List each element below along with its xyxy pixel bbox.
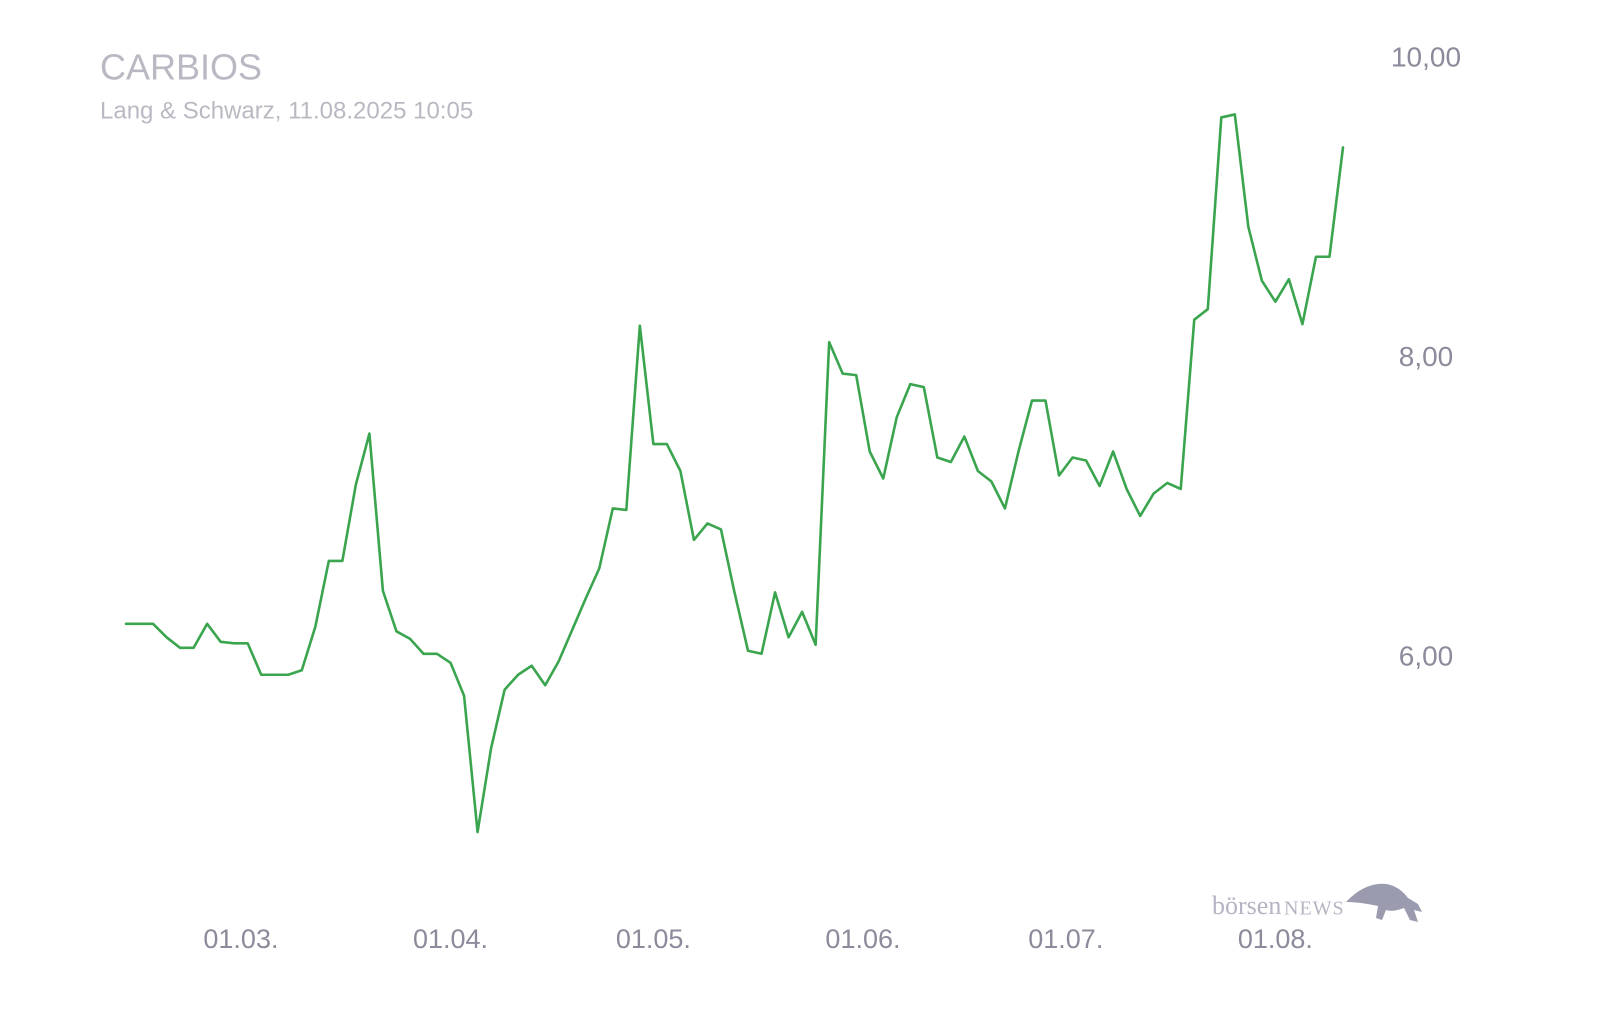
x-tick-label: 01.06. — [825, 924, 900, 954]
x-tick-label: 01.05. — [616, 924, 691, 954]
x-tick-label: 01.08. — [1238, 924, 1313, 954]
watermark-text: börsen — [1212, 891, 1281, 920]
watermark-bull — [1346, 883, 1422, 922]
x-tick-label: 01.07. — [1028, 924, 1103, 954]
price-line — [124, 113, 1345, 834]
chart-subtitle: Lang & Schwarz, 11.08.2025 10:05 — [100, 97, 473, 124]
x-tick-label: 01.03. — [203, 924, 278, 954]
watermark: börsen NEWS — [1212, 883, 1422, 922]
y-tick-label: 8,00 — [1399, 341, 1454, 372]
chart-title: CARBIOS — [100, 47, 262, 88]
y-tick-label: 6,00 — [1399, 641, 1454, 672]
y-tick-label: 10,00 — [1391, 41, 1461, 72]
watermark-text: NEWS — [1284, 898, 1345, 920]
x-tick-label: 01.04. — [413, 924, 488, 954]
